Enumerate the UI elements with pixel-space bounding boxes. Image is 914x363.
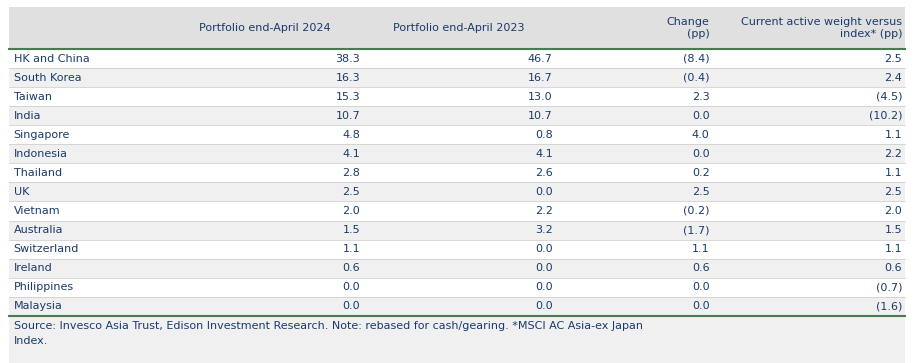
Text: Taiwan: Taiwan [14, 91, 52, 102]
Text: 3.2: 3.2 [535, 225, 553, 235]
Text: (10.2): (10.2) [868, 111, 902, 121]
Bar [9, 278, 905, 297]
Bar [9, 144, 905, 163]
Text: 38.3: 38.3 [335, 53, 360, 64]
Text: (0.2): (0.2) [683, 206, 709, 216]
Bar [9, 125, 905, 144]
Text: 46.7: 46.7 [528, 53, 553, 64]
Text: Portfolio end-April 2023: Portfolio end-April 2023 [394, 23, 525, 33]
Text: 0.0: 0.0 [536, 244, 553, 254]
Text: Ireland: Ireland [14, 263, 52, 273]
Text: Malaysia: Malaysia [14, 301, 62, 311]
Text: Source: Invesco Asia Trust, Edison Investment Research. Note: rebased for cash/g: Source: Invesco Asia Trust, Edison Inves… [14, 321, 643, 346]
Text: 15.3: 15.3 [335, 91, 360, 102]
Bar [9, 163, 905, 182]
Bar [9, 49, 905, 68]
Text: 0.2: 0.2 [692, 168, 709, 178]
Text: Philippines: Philippines [14, 282, 74, 292]
Text: 0.0: 0.0 [536, 263, 553, 273]
Bar [9, 220, 905, 240]
Text: 10.7: 10.7 [528, 111, 553, 121]
Text: Current active weight versus
index* (pp): Current active weight versus index* (pp) [741, 17, 902, 39]
Text: 1.1: 1.1 [885, 244, 902, 254]
Text: 0.0: 0.0 [692, 149, 709, 159]
Text: 4.1: 4.1 [535, 149, 553, 159]
Text: 2.0: 2.0 [885, 206, 902, 216]
Text: 4.8: 4.8 [343, 130, 360, 140]
Text: 1.1: 1.1 [885, 130, 902, 140]
Text: 0.0: 0.0 [692, 111, 709, 121]
Text: 0.6: 0.6 [692, 263, 709, 273]
Text: 4.0: 4.0 [692, 130, 709, 140]
Bar [9, 316, 905, 363]
Text: 10.7: 10.7 [335, 111, 360, 121]
Bar [9, 297, 905, 316]
Text: 2.8: 2.8 [343, 168, 360, 178]
Text: 0.8: 0.8 [535, 130, 553, 140]
Text: 0.0: 0.0 [536, 187, 553, 197]
Bar [9, 106, 905, 125]
Text: 1.1: 1.1 [885, 168, 902, 178]
Text: 2.5: 2.5 [692, 187, 709, 197]
Text: 13.0: 13.0 [528, 91, 553, 102]
Bar [9, 68, 905, 87]
Text: India: India [14, 111, 41, 121]
Text: 1.5: 1.5 [885, 225, 902, 235]
Text: 0.0: 0.0 [343, 282, 360, 292]
Bar [9, 258, 905, 278]
Text: (0.4): (0.4) [683, 73, 709, 83]
Text: 1.1: 1.1 [692, 244, 709, 254]
Text: 0.0: 0.0 [536, 282, 553, 292]
Bar [9, 7, 905, 49]
Text: 0.6: 0.6 [885, 263, 902, 273]
Text: 0.0: 0.0 [343, 301, 360, 311]
Text: 2.5: 2.5 [885, 187, 902, 197]
Text: 1.1: 1.1 [343, 244, 360, 254]
Text: Thailand: Thailand [14, 168, 62, 178]
Text: Vietnam: Vietnam [14, 206, 60, 216]
Bar [9, 182, 905, 201]
Text: 2.0: 2.0 [343, 206, 360, 216]
Text: 2.5: 2.5 [343, 187, 360, 197]
Text: (0.7): (0.7) [876, 282, 902, 292]
Text: 2.2: 2.2 [535, 206, 553, 216]
Text: 2.4: 2.4 [884, 73, 902, 83]
Text: (4.5): (4.5) [876, 91, 902, 102]
Bar [9, 201, 905, 220]
Text: Switzerland: Switzerland [14, 244, 80, 254]
Text: 4.1: 4.1 [343, 149, 360, 159]
Text: Portfolio end-April 2024: Portfolio end-April 2024 [198, 23, 330, 33]
Text: Indonesia: Indonesia [14, 149, 68, 159]
Bar [9, 87, 905, 106]
Text: UK: UK [14, 187, 29, 197]
Text: (1.7): (1.7) [683, 225, 709, 235]
Text: 2.3: 2.3 [692, 91, 709, 102]
Text: 0.6: 0.6 [343, 263, 360, 273]
Text: 16.3: 16.3 [335, 73, 360, 83]
Text: 1.5: 1.5 [343, 225, 360, 235]
Text: 2.6: 2.6 [535, 168, 553, 178]
Text: Singapore: Singapore [14, 130, 70, 140]
Text: 0.0: 0.0 [692, 301, 709, 311]
Text: 2.5: 2.5 [885, 53, 902, 64]
Text: 16.7: 16.7 [528, 73, 553, 83]
Text: HK and China: HK and China [14, 53, 90, 64]
Bar [9, 240, 905, 258]
Text: (1.6): (1.6) [876, 301, 902, 311]
Text: Australia: Australia [14, 225, 63, 235]
Text: 0.0: 0.0 [692, 282, 709, 292]
Text: 0.0: 0.0 [536, 301, 553, 311]
Text: 2.2: 2.2 [884, 149, 902, 159]
Text: (8.4): (8.4) [683, 53, 709, 64]
Text: Change
(pp): Change (pp) [666, 17, 709, 39]
Text: South Korea: South Korea [14, 73, 81, 83]
